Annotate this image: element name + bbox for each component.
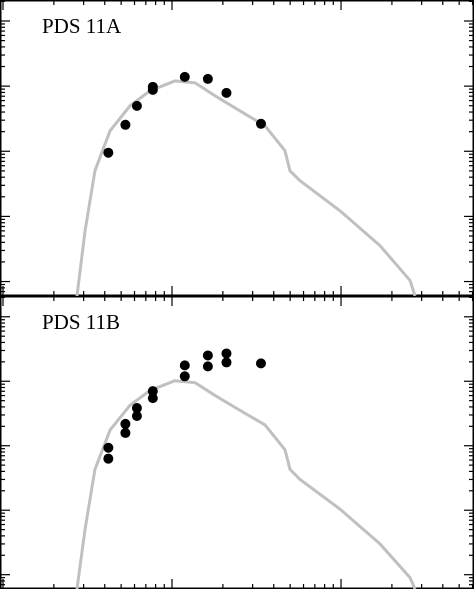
photometry-point (131, 403, 142, 414)
photometry-point (221, 87, 232, 98)
photometry-point (147, 386, 158, 397)
photometry-point (120, 418, 131, 429)
photometry-point (131, 100, 142, 111)
photometry-point (221, 357, 232, 368)
panel-title: PDS 11B (42, 310, 120, 334)
photometry-point (202, 361, 213, 372)
photometry-point (131, 411, 142, 422)
photometry-point (221, 348, 232, 359)
model-spectrum (75, 79, 417, 297)
panel-title: PDS 11A (42, 14, 122, 38)
photometry-point (147, 393, 158, 404)
plot-frame (0, 0, 474, 296)
photometry-point (103, 453, 114, 464)
photometry-point (147, 84, 158, 95)
photometry-point (103, 147, 114, 158)
photometry-point (179, 360, 190, 371)
photometry-point (103, 442, 114, 453)
photometry-point (120, 119, 131, 130)
model-spectrum (75, 379, 417, 589)
panel: PDS 11B (0, 296, 474, 589)
photometry-point (255, 118, 266, 129)
panel: PDS 11A (0, 0, 474, 297)
plot-frame (0, 296, 474, 589)
photometry-point (179, 71, 190, 82)
photometry-point (179, 371, 190, 382)
photometry-point (120, 427, 131, 438)
photometry-point (202, 73, 213, 84)
photometry-point (255, 358, 266, 369)
photometry-point (202, 350, 213, 361)
